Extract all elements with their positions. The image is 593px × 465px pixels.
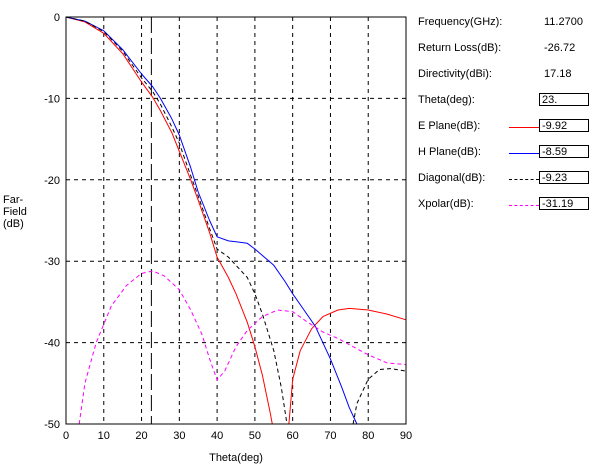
chart-series [65, 16, 407, 425]
diagonal-value: -9.23 [539, 171, 589, 184]
series-line [65, 16, 288, 425]
xpolar-legend-line [509, 205, 539, 206]
diagonal-legend-line [509, 179, 539, 180]
diagonal-label: Diagonal(dB): [418, 172, 486, 184]
y-tick-label: 0 [54, 12, 60, 24]
y-axis-label-line: Far- [3, 194, 24, 206]
e-plane-label: E Plane(dB): [418, 120, 481, 132]
y-axis-label-line: Field [3, 206, 27, 218]
y-tick-label: -20 [44, 175, 60, 187]
x-tick-label: 90 [400, 430, 412, 442]
directivity-value: 17.18 [544, 68, 572, 80]
y-axis-label: Far- Field (dB) [3, 194, 43, 230]
x-axis-label: Theta(deg) [209, 452, 263, 464]
h-plane-label: H Plane(dB): [418, 146, 481, 158]
x-tick-label: 30 [173, 430, 185, 442]
y-tick-label: -30 [44, 256, 60, 268]
h-plane-legend-line [509, 153, 539, 154]
theta-input[interactable]: 23. [539, 93, 589, 106]
e-plane-legend-line [509, 127, 539, 128]
plot-frame [65, 16, 407, 425]
theta-label: Theta(deg): [418, 94, 475, 106]
series-line [288, 307, 407, 425]
y-axis-label-line: (dB) [3, 218, 24, 230]
xpolar-value: -31.19 [539, 197, 589, 210]
series-line [65, 16, 273, 425]
return-loss-label: Return Loss(dB): [418, 42, 502, 54]
e-plane-value: -9.92 [539, 119, 589, 132]
x-tick-label: 80 [362, 430, 374, 442]
directivity-label: Directivity(dBi): [418, 68, 492, 80]
x-tick-label: 70 [324, 430, 336, 442]
x-tick-label: 20 [135, 430, 147, 442]
series-line [78, 270, 407, 425]
y-tick-label: -10 [44, 93, 60, 105]
series-line [352, 368, 407, 425]
h-plane-value: -8.59 [539, 145, 589, 158]
x-tick-label: 10 [98, 430, 110, 442]
frequency-value: 11.2700 [544, 16, 583, 28]
series-line [65, 16, 358, 425]
y-tick-label: -40 [44, 338, 60, 350]
chart-grid [66, 17, 406, 424]
y-tick-label: -50 [44, 419, 60, 431]
x-tick-label: 60 [287, 430, 299, 442]
x-tick-label: 40 [211, 430, 223, 442]
x-tick-label: 0 [63, 430, 69, 442]
x-tick-label: 50 [249, 430, 261, 442]
return-loss-value: -26.72 [544, 42, 576, 54]
xpolar-label: Xpolar(dB): [418, 198, 474, 210]
axis-tick-labels: 0 10 20 30 40 50 60 70 80 90 0 -10 -20 -30 -40 -50 [44, 12, 412, 442]
frequency-label: Frequency(GHz): [418, 16, 503, 28]
